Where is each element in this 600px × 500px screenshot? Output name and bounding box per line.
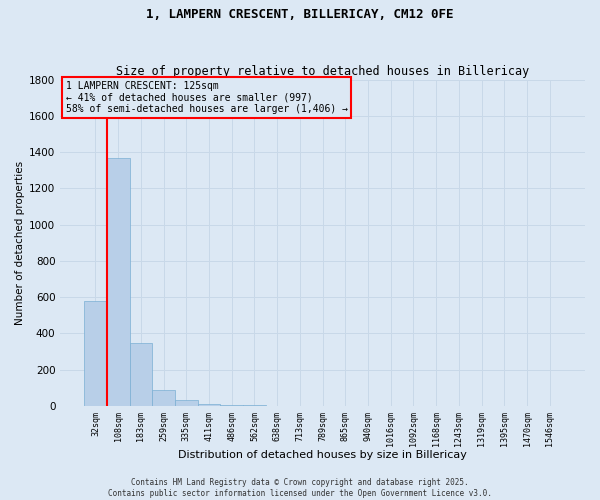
Bar (198, 404, 220, 406)
X-axis label: Distribution of detached houses by size in Billericay: Distribution of detached houses by size … (178, 450, 467, 460)
Bar (84, 301, 107, 406)
Text: 1 LAMPERN CRESCENT: 125sqm
← 41% of detached houses are smaller (997)
58% of sem: 1 LAMPERN CRESCENT: 125sqm ← 41% of deta… (65, 82, 347, 114)
Bar (107, 158, 130, 406)
Bar (130, 342, 152, 406)
Bar (220, 405, 243, 406)
Title: Size of property relative to detached houses in Billericay: Size of property relative to detached ho… (116, 66, 529, 78)
Text: Contains HM Land Registry data © Crown copyright and database right 2025.
Contai: Contains HM Land Registry data © Crown c… (108, 478, 492, 498)
Bar (175, 400, 198, 406)
Text: 1, LAMPERN CRESCENT, BILLERICAY, CM12 0FE: 1, LAMPERN CRESCENT, BILLERICAY, CM12 0F… (146, 8, 454, 20)
Y-axis label: Number of detached properties: Number of detached properties (15, 161, 25, 325)
Bar (152, 390, 175, 406)
